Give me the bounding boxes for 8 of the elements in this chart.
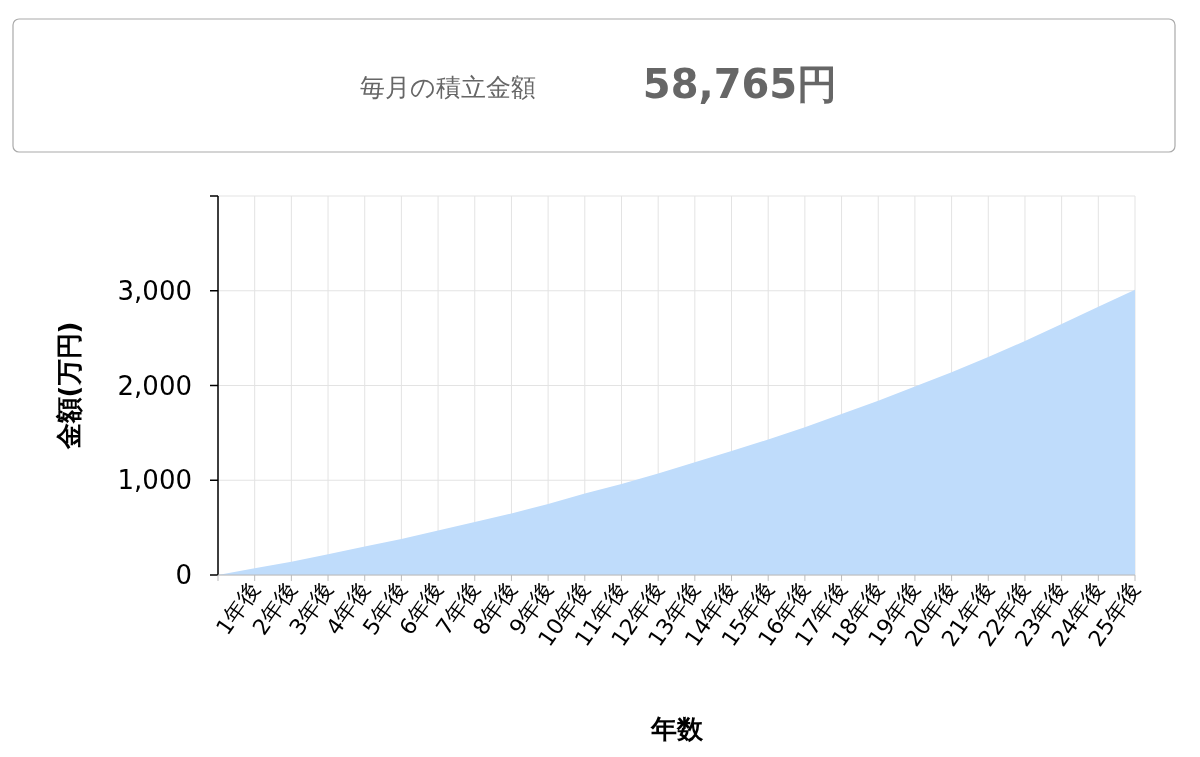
chart-subtitle: 58,765円 [642, 61, 838, 107]
y-tick-label: 1,000 [117, 465, 192, 496]
y-tick-label: 3,000 [117, 275, 192, 306]
y-tick-label: 2,000 [117, 370, 192, 401]
y-axis-title: 金額(万円) [54, 321, 84, 451]
y-tick-label: 0 [175, 560, 192, 590]
chart-title: 毎月の積立金額 [360, 73, 536, 102]
x-axis-title: 年数 [649, 714, 704, 744]
